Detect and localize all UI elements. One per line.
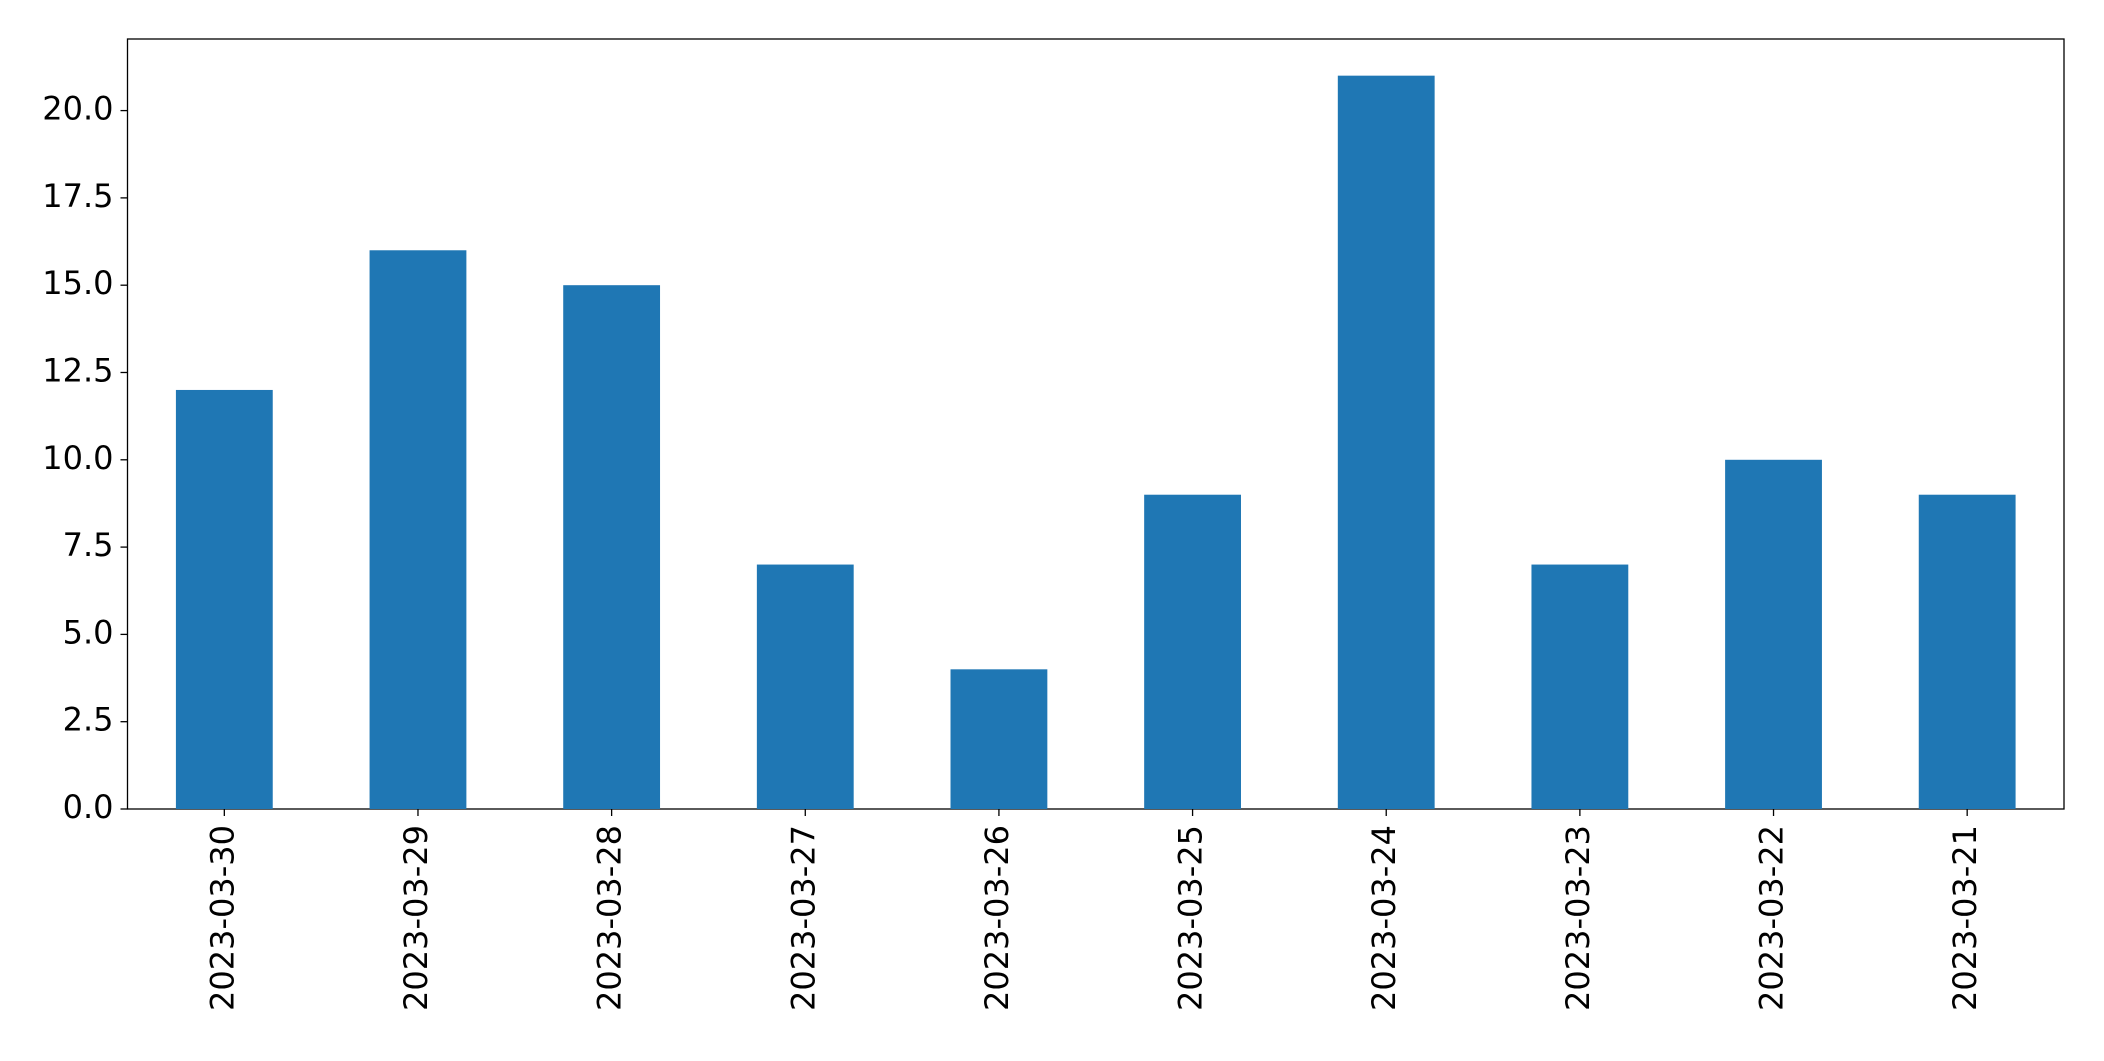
bar	[563, 285, 661, 809]
bar	[950, 669, 1048, 809]
y-tick-label: 0.0	[63, 788, 114, 826]
y-tick-label: 15.0	[42, 264, 113, 302]
bar	[1918, 494, 2016, 809]
x-tick-label: 2023-03-21	[1946, 825, 1984, 1011]
bar	[1144, 494, 1241, 809]
x-tick-label: 2023-03-27	[784, 825, 822, 1011]
bar	[1725, 459, 1822, 809]
bar	[1531, 564, 1629, 809]
y-tick-label: 7.5	[63, 526, 114, 564]
x-tick-label: 2023-03-24	[1365, 825, 1403, 1011]
y-tick-label: 12.5	[42, 351, 113, 389]
y-tick-label: 2.5	[63, 701, 114, 739]
bar	[756, 564, 854, 809]
bar	[1337, 75, 1435, 809]
x-tick-label: 2023-03-30	[203, 825, 241, 1011]
bar	[369, 250, 467, 809]
y-tick-label: 20.0	[42, 90, 113, 128]
x-tick-label: 2023-03-26	[978, 825, 1016, 1011]
axes-frame	[126, 38, 2065, 810]
x-tick-label: 2023-03-29	[397, 825, 435, 1011]
y-tick-label: 5.0	[63, 613, 114, 651]
x-tick-label: 2023-03-28	[591, 825, 629, 1011]
bar	[175, 389, 273, 809]
x-tick-label: 2023-03-22	[1753, 825, 1791, 1011]
y-tick-label: 10.0	[42, 439, 113, 477]
x-tick-label: 2023-03-25	[1172, 825, 1210, 1011]
y-tick-label: 17.5	[42, 177, 113, 215]
x-tick-label: 2023-03-23	[1559, 825, 1597, 1011]
